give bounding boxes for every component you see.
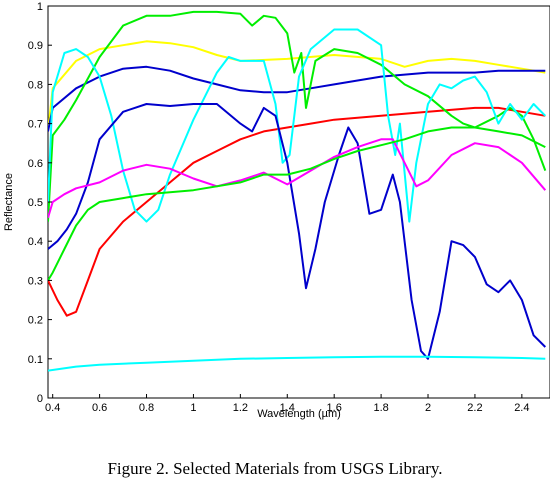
y-tick-label: 0.8 <box>28 79 43 91</box>
y-tick-label: 0.9 <box>28 40 43 52</box>
x-tick-label: 0.6 <box>92 402 107 414</box>
series-line-2 <box>48 65 546 132</box>
y-tick-label: 0.7 <box>28 119 43 131</box>
x-tick-label: 0.8 <box>139 402 154 414</box>
series-line-7 <box>48 138 547 218</box>
y-tick-label: 0.5 <box>28 197 43 209</box>
series-line-8 <box>48 126 546 281</box>
series-line-9 <box>48 355 546 372</box>
x-tick-label: 2 <box>425 402 431 414</box>
series-layer <box>48 10 547 372</box>
plot-area <box>47 5 550 399</box>
y-tick-label: 1 <box>37 1 43 13</box>
x-tick-label: 1.4 <box>280 402 295 414</box>
x-tick-label: 1.2 <box>233 402 248 414</box>
series-line-5 <box>48 28 547 223</box>
y-tick-label: 0.1 <box>28 354 43 366</box>
y-tick-label: 0.4 <box>28 236 43 248</box>
y-tick-label: 0.3 <box>28 275 43 287</box>
x-tick-label: 1.6 <box>327 402 342 414</box>
y-tick-label: 0 <box>37 393 43 405</box>
y-tick-label: 0.2 <box>28 315 43 327</box>
x-tick-label: 2.4 <box>514 402 529 414</box>
x-tick-label: 0.4 <box>45 402 60 414</box>
x-tick-label: 1.8 <box>373 402 388 414</box>
y-tick-label: 0.6 <box>28 158 43 170</box>
x-axis-label: Wavelength (µm) <box>257 408 341 420</box>
y-axis-ticks: 0 0.1 0.2 0.3 0.4 0.5 0.6 0.7 0.8 0.9 1 <box>28 1 52 405</box>
y-axis-label: Reflectance <box>3 173 15 231</box>
x-tick-label: 2.2 <box>467 402 482 414</box>
figure-caption: Figure 2. Selected Materials from USGS L… <box>107 459 443 478</box>
x-tick-label: 1 <box>190 402 196 414</box>
series-line-1 <box>48 40 546 132</box>
x-axis-ticks: 0.4 0.6 0.8 1 1.2 1.4 1.6 1.8 2 2.2 2.4 <box>45 394 529 414</box>
series-line-6 <box>48 103 547 360</box>
series-line-3 <box>48 106 546 317</box>
